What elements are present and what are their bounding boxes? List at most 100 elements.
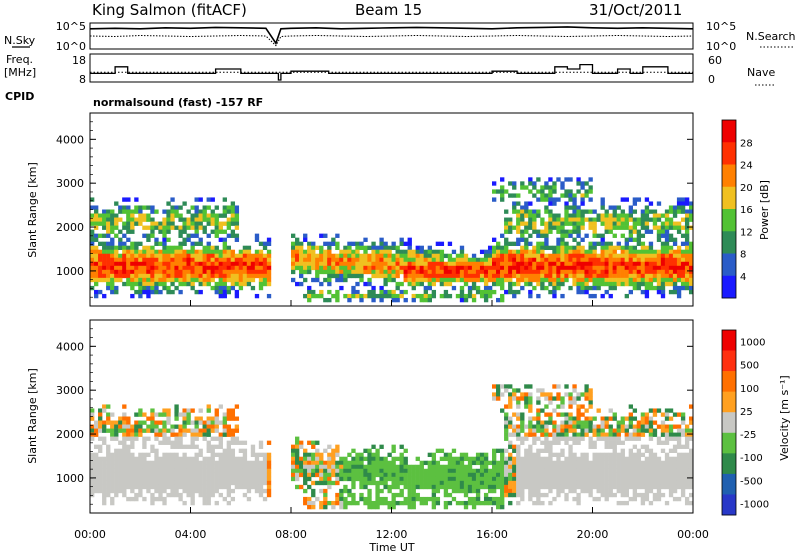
velocity-cell: [443, 480, 449, 486]
velocity-cell: [512, 396, 517, 401]
power-cell: [524, 257, 529, 263]
velocity-cell: [182, 460, 187, 466]
power-cell: [536, 273, 541, 279]
velocity-cell: [371, 476, 376, 482]
power-cell: [142, 245, 147, 251]
nave-label: Nave: [747, 66, 775, 79]
velocity-cell: [114, 460, 119, 466]
power-cell: [375, 265, 380, 271]
power-cell: [608, 221, 613, 226]
power-cell: [423, 285, 428, 291]
velocity-cell: [500, 484, 505, 490]
velocity-cell: [110, 432, 115, 437]
power-cell: [656, 253, 662, 259]
power-cell: [576, 221, 581, 226]
power-cell: [379, 265, 384, 271]
power-cell: [178, 217, 183, 222]
velocity-cell: [536, 412, 541, 417]
power-cell: [303, 265, 308, 271]
velocity-cell: [688, 432, 694, 437]
velocity-cell: [528, 468, 533, 474]
power-cell: [347, 245, 352, 251]
power-cell: [182, 229, 187, 234]
power-cell: [532, 213, 537, 218]
velocity-cell: [608, 472, 613, 478]
power-cell: [254, 265, 260, 271]
velocity-cell: [612, 444, 617, 449]
velocity-cell: [524, 472, 529, 478]
power-cell: [399, 241, 404, 246]
velocity-cell: [516, 416, 521, 421]
power-cell: [98, 269, 103, 275]
power-cell: [138, 241, 143, 246]
power-cell: [230, 265, 236, 271]
power-cell: [170, 221, 175, 226]
velocity-cell: [351, 464, 356, 470]
power-cell: [492, 261, 497, 267]
power-cell: [291, 277, 296, 283]
velocity-cell: [399, 464, 404, 470]
power-cell: [652, 213, 658, 218]
power-cell: [688, 217, 694, 222]
velocity-cell: [391, 476, 396, 482]
power-cell: [367, 281, 372, 287]
power-cell: [327, 269, 332, 275]
velocity-cell: [138, 492, 143, 498]
velocity-cell: [150, 500, 155, 506]
power-cell: [684, 233, 690, 238]
power-cell: [154, 253, 159, 259]
velocity-cell: [660, 440, 666, 445]
power-cell: [146, 249, 151, 255]
power-cell: [90, 213, 95, 218]
velocity-cell: [319, 472, 324, 478]
velocity-cell: [391, 504, 396, 510]
velocity-cell: [254, 476, 260, 482]
power-cell: [307, 257, 312, 263]
power-cell: [130, 293, 135, 299]
velocity-cell: [584, 468, 589, 474]
velocity-cell: [411, 488, 416, 494]
velocity-cell: [194, 432, 199, 437]
power-cell: [158, 269, 163, 275]
power-cell: [403, 257, 408, 263]
velocity-cell: [684, 452, 690, 458]
velocity-cell: [206, 404, 211, 409]
power-cell: [684, 209, 690, 214]
power-cell: [644, 265, 650, 271]
power-cell: [210, 213, 215, 218]
power-cell: [379, 245, 384, 251]
velocity-cell: [407, 480, 412, 486]
velocity-cell: [411, 472, 416, 478]
power-cell: [411, 261, 416, 267]
power-cell: [190, 253, 195, 259]
velocity-cell: [210, 452, 215, 458]
power-cell: [568, 273, 573, 279]
power-cell: [644, 293, 650, 299]
power-cell: [122, 249, 127, 255]
velocity-cell: [496, 392, 501, 397]
power-cell: [335, 241, 340, 246]
power-cell: [315, 253, 320, 259]
power-cell: [580, 281, 585, 287]
velocity-cell: [246, 488, 252, 494]
power-cell: [580, 289, 585, 295]
power-cell: [122, 253, 127, 259]
power-cell: [102, 265, 107, 271]
power-cell: [226, 273, 231, 279]
power-cell: [162, 217, 167, 222]
power-cell: [411, 293, 416, 299]
velocity-cell: [182, 432, 187, 437]
power-cell: [110, 265, 115, 271]
velocity-cell: [500, 504, 505, 510]
power-cell: [138, 221, 143, 226]
power-cell: [178, 257, 183, 263]
velocity-cell: [632, 436, 638, 441]
velocity-cell: [419, 472, 424, 478]
power-cell: [130, 269, 135, 275]
velocity-cell: [339, 492, 344, 498]
velocity-cell: [206, 464, 211, 470]
velocity-cell: [467, 488, 473, 494]
velocity-cell: [616, 436, 621, 441]
power-cell: [166, 245, 171, 251]
